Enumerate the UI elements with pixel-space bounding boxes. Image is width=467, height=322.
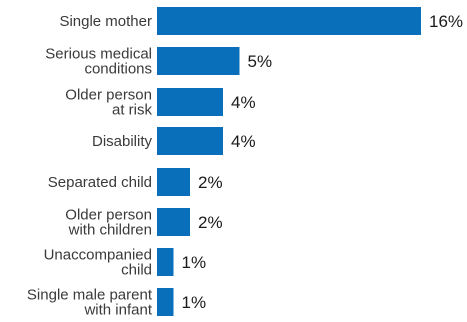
value-label: 1%: [182, 253, 207, 272]
category-label-line: child: [121, 262, 152, 279]
category-label-line: Single male parent: [27, 287, 153, 304]
category-label: Serious medical conditions: [45, 46, 152, 78]
category-label-line: at risk: [112, 102, 153, 119]
category-label-line: with infant: [83, 302, 152, 319]
category-label-line: Unaccompanied: [44, 247, 152, 264]
value-label: 2%: [198, 213, 223, 232]
value-label: 16%: [429, 12, 463, 31]
bar-2: [157, 88, 223, 116]
category-label-line: conditions: [84, 61, 152, 78]
bar-1: [157, 47, 240, 75]
bar-4: [157, 168, 190, 196]
category-label-line: Older person: [65, 87, 152, 104]
category-label: Separated child: [48, 174, 152, 191]
value-label: 2%: [198, 173, 223, 192]
bar-3: [157, 127, 223, 155]
category-label: Disability: [92, 133, 153, 150]
value-label: 5%: [248, 52, 273, 71]
category-label-line: Separated child: [48, 174, 152, 191]
bar-7: [157, 288, 174, 316]
category-label-line: Older person: [65, 207, 152, 224]
category-label: Older person with children: [65, 207, 152, 239]
category-label-line: with children: [68, 222, 152, 239]
category-label: Older person at risk: [65, 87, 152, 119]
category-label-line: Disability: [92, 133, 153, 150]
bar-5: [157, 208, 190, 236]
value-label: 4%: [231, 93, 256, 112]
bars-group: Single mother 16% Serious medical condition…: [27, 7, 463, 319]
value-label: 1%: [182, 293, 207, 312]
category-label: Single male parent with infant: [27, 287, 153, 319]
category-label-line: Serious medical: [45, 46, 152, 63]
bar-0: [157, 7, 421, 35]
value-label: 4%: [231, 132, 256, 151]
bar-6: [157, 248, 174, 276]
category-label-line: Single mother: [59, 13, 152, 30]
category-label: Single mother: [59, 13, 152, 30]
category-label: Unaccompanied child: [44, 247, 152, 279]
